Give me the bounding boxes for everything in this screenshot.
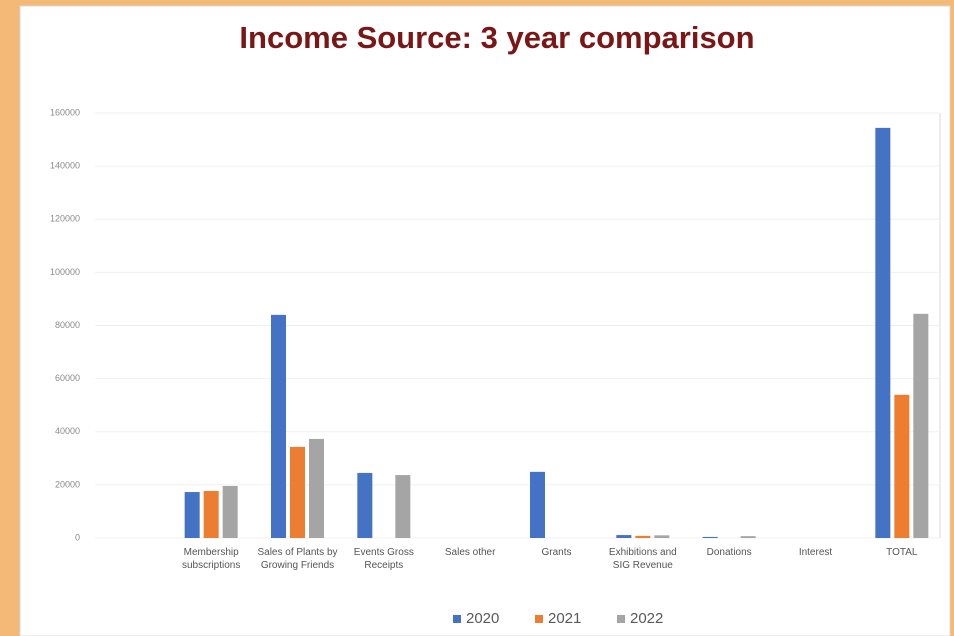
y-tick-label: 20000 [55, 479, 80, 489]
x-tick-label-box: Membership subscriptions [181, 547, 241, 571]
x-tick-label: Sales of Plants by Growing Friends [257, 547, 338, 571]
x-tick-label-box: Grants [541, 547, 572, 558]
bar [271, 314, 286, 538]
y-tick-label: 60000 [55, 373, 80, 383]
y-tick-label: 160000 [50, 107, 80, 117]
bar [654, 535, 670, 538]
legend-swatch [453, 615, 461, 623]
x-tick-label: Grants [541, 547, 572, 558]
x-tick-label: Membership subscriptions [181, 547, 241, 571]
x-tick-label: Events Gross Receipts [353, 547, 414, 571]
x-tick-label: Sales other [444, 547, 496, 558]
y-tick-label: 100000 [50, 267, 80, 277]
legend-label: 2020 [466, 610, 499, 627]
x-tick-label-box: TOTAL [886, 547, 918, 558]
bar [357, 472, 373, 538]
y-tick-label: 0 [75, 532, 80, 542]
bar [530, 471, 545, 538]
x-tick-label: Interest [798, 547, 833, 558]
bar [702, 536, 718, 538]
bar [875, 127, 891, 538]
bar [203, 490, 219, 538]
x-tick-label: TOTAL [886, 547, 918, 558]
bar [894, 394, 910, 538]
bar [635, 535, 651, 538]
legend-label: 2021 [548, 610, 581, 627]
bar [309, 438, 324, 538]
bar [740, 536, 756, 538]
bar [395, 475, 411, 538]
chart-title: Income Source: 3 year comparison [239, 20, 754, 55]
y-tick-label: 120000 [50, 214, 80, 224]
x-tick-label-box: Sales of Plants by Growing Friends [257, 547, 338, 571]
x-tick-label-box: Donations [706, 547, 752, 558]
bar [184, 492, 200, 538]
y-tick-label: 140000 [50, 161, 80, 171]
x-tick-label: Donations [706, 547, 752, 558]
bar [913, 313, 929, 538]
y-tick-label: 80000 [55, 320, 80, 330]
bar [290, 446, 305, 538]
x-tick-label-box: Sales other [444, 547, 496, 558]
x-tick-label-box: Interest [798, 547, 833, 558]
bar [222, 485, 238, 538]
x-tick-label-box: Exhibitions and SIG Revenue [608, 547, 677, 571]
x-tick-label: Exhibitions and SIG Revenue [608, 547, 677, 571]
legend-swatch [535, 615, 543, 623]
chart-panel [19, 5, 951, 636]
bar [616, 535, 632, 538]
legend-swatch [617, 615, 625, 623]
y-tick-label: 40000 [55, 426, 80, 436]
legend-label: 2022 [630, 610, 663, 627]
x-tick-label-box: Events Gross Receipts [353, 547, 414, 571]
